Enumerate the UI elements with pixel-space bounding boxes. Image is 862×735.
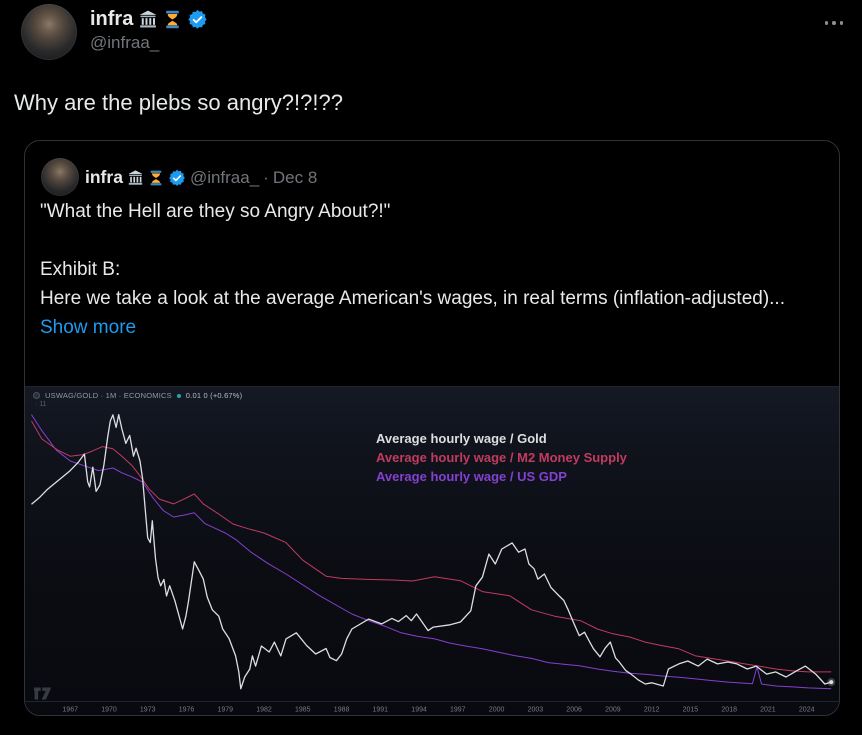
author-name: infra bbox=[90, 8, 134, 30]
x-tick-label: 1997 bbox=[450, 707, 466, 714]
x-tick-label: 2018 bbox=[721, 707, 737, 714]
hourglass-emoji bbox=[150, 170, 162, 185]
quoted-text-line: "What the Hell are they so Angry About?!… bbox=[40, 201, 391, 222]
x-tick-label: 1982 bbox=[256, 707, 272, 714]
classical-building-emoji bbox=[128, 170, 143, 185]
more-options-button[interactable] bbox=[821, 17, 848, 29]
x-tick-label: 2003 bbox=[528, 707, 544, 714]
chart-legend: Average hourly wage / Gold Average hourly… bbox=[376, 429, 627, 486]
chart-media[interactable]: 1967 1970 1973 1976 1979 1982 1985 1988 1991 1994… bbox=[25, 386, 839, 715]
quoted-author-header: infra @infraa_ · Dec 8 bbox=[85, 167, 317, 188]
x-tick-label: 1988 bbox=[334, 707, 350, 714]
quoted-author-name: infra bbox=[85, 167, 123, 187]
author-name-row[interactable]: infra bbox=[90, 7, 208, 31]
market-status-dot-icon bbox=[176, 393, 181, 398]
hourglass-emoji bbox=[166, 10, 180, 28]
dot-separator: · bbox=[263, 167, 269, 187]
tweet-text: Why are the plebs so angry?!?!?? bbox=[14, 90, 343, 115]
quoted-author-handle: @infraa_ bbox=[189, 167, 260, 187]
classical-building-emoji bbox=[140, 10, 157, 28]
dot-icon bbox=[839, 21, 843, 25]
chart-symbol-label: USWAG/GOLD · 1M · ECONOMICS bbox=[45, 391, 172, 400]
x-tick-label: 1979 bbox=[218, 707, 234, 714]
quoted-author-avatar[interactable] bbox=[41, 158, 79, 196]
dot-icon bbox=[824, 21, 828, 25]
x-tick-label: 1994 bbox=[411, 707, 427, 714]
x-tick-label: 2000 bbox=[489, 707, 505, 714]
verified-badge-icon bbox=[169, 169, 185, 186]
x-tick-label: 2021 bbox=[760, 707, 776, 714]
x-tick-label: 2009 bbox=[605, 707, 621, 714]
quoted-text-line: Exhibit B: bbox=[40, 259, 121, 280]
author-handle[interactable]: @infraa_ bbox=[90, 33, 160, 52]
x-tick-label: 1970 bbox=[101, 707, 117, 714]
x-tick-label: 2006 bbox=[566, 707, 582, 714]
series-line bbox=[31, 413, 832, 690]
author-avatar[interactable] bbox=[21, 4, 77, 60]
x-tick-label: 1991 bbox=[373, 707, 389, 714]
x-tick-label: 2012 bbox=[644, 707, 660, 714]
tradingview-logo-icon bbox=[34, 687, 52, 700]
series-line bbox=[31, 420, 832, 673]
chart-ticker-row: USWAG/GOLD · 1M · ECONOMICS 0.01 0 (+0.6… bbox=[33, 391, 242, 400]
chart-indicator-count: · 11 bbox=[35, 401, 47, 408]
legend-item: Average hourly wage / Gold bbox=[376, 431, 547, 446]
x-tick-label: 1976 bbox=[179, 707, 195, 714]
verified-badge-icon bbox=[188, 9, 207, 29]
x-tick-label: 1967 bbox=[62, 707, 78, 714]
chart-quote-values: 0.01 0 (+0.67%) bbox=[185, 391, 243, 400]
quoted-text-line: Here we take a look at the average Ameri… bbox=[40, 288, 785, 309]
quoted-tweet-card[interactable]: infra @infraa_ · Dec 8 "What the Hell ar… bbox=[24, 140, 840, 716]
legend-item: Average hourly wage / M2 Money Supply bbox=[376, 450, 627, 465]
show-more-link[interactable]: Show more bbox=[40, 317, 137, 338]
x-tick-label: 2015 bbox=[683, 707, 699, 714]
legend-item: Average hourly wage / US GDP bbox=[376, 469, 567, 484]
instrument-logo-icon bbox=[33, 392, 40, 399]
dot-icon bbox=[832, 21, 836, 25]
x-tick-label: 1985 bbox=[295, 707, 311, 714]
quoted-tweet-date: Dec 8 bbox=[272, 167, 318, 187]
blank-line bbox=[40, 226, 823, 255]
chart-svg: 1967 1970 1973 1976 1979 1982 1985 1988 1991 1994… bbox=[25, 413, 839, 714]
x-tick-label: 2024 bbox=[799, 707, 815, 714]
last-price-dot bbox=[829, 680, 834, 685]
quoted-tweet-body: "What the Hell are they so Angry About?!… bbox=[40, 197, 823, 342]
x-tick-label: 1973 bbox=[140, 707, 156, 714]
